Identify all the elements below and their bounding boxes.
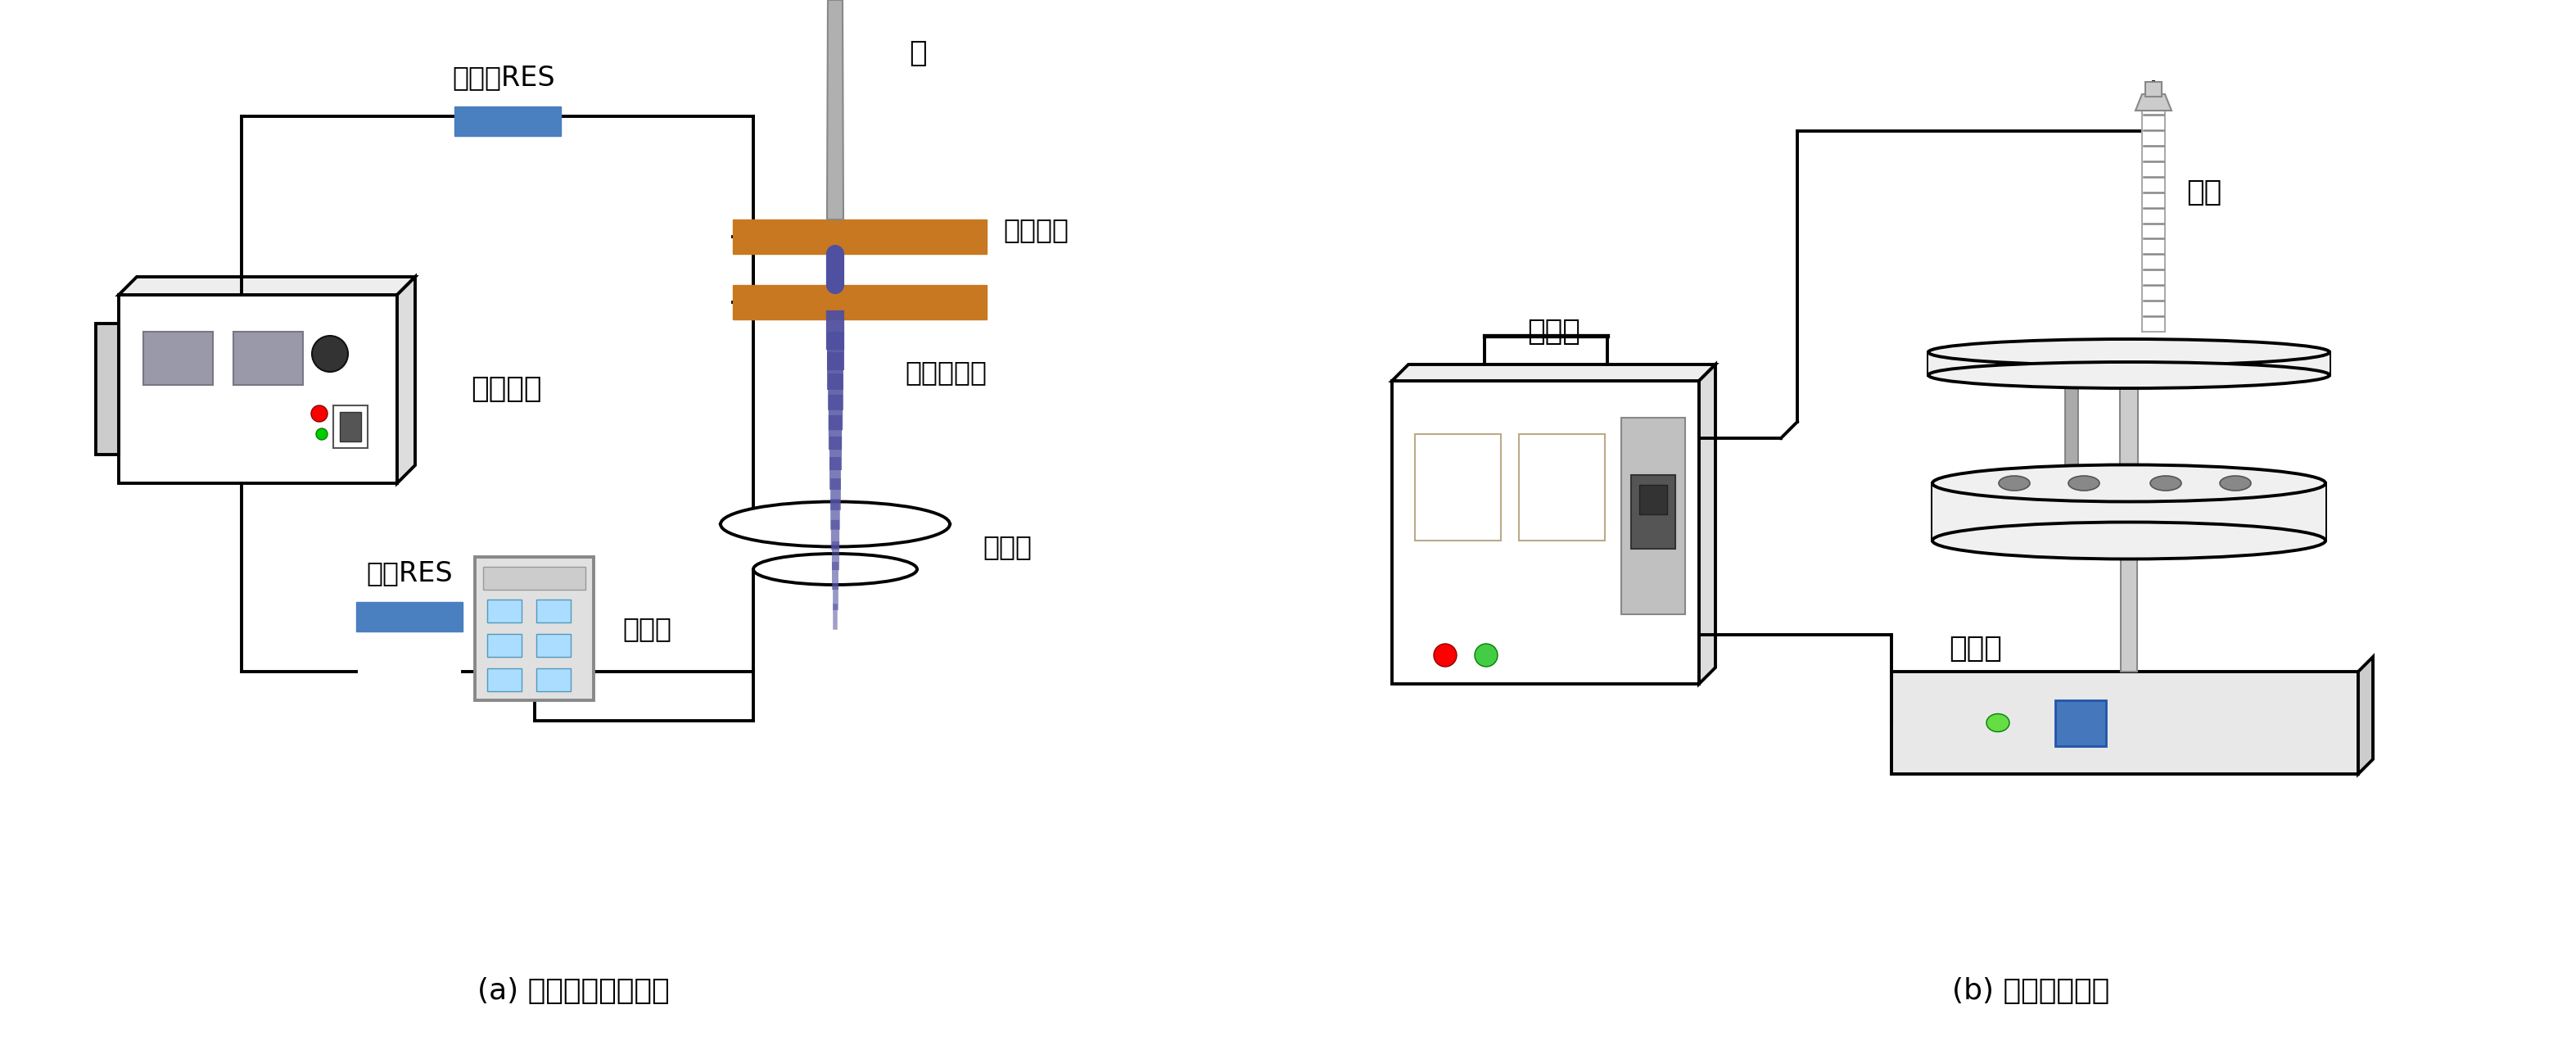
- Bar: [732, 285, 987, 320]
- Bar: [2120, 559, 2138, 671]
- Text: 反应器: 反应器: [981, 534, 1033, 561]
- Text: 稳电压源: 稳电压源: [471, 375, 541, 403]
- Text: 控制器: 控制器: [1528, 318, 1579, 346]
- Ellipse shape: [1929, 362, 2329, 388]
- Bar: [487, 634, 520, 657]
- Polygon shape: [1700, 364, 1716, 684]
- Circle shape: [312, 336, 348, 372]
- Bar: [2066, 383, 2079, 475]
- Text: 镇流器RES: 镇流器RES: [453, 65, 554, 92]
- Bar: [487, 600, 520, 623]
- Bar: [1520, 434, 1605, 540]
- Ellipse shape: [752, 554, 917, 585]
- Text: 等离子射流: 等离子射流: [904, 359, 987, 386]
- Ellipse shape: [1986, 714, 2009, 732]
- Text: 阴极循环: 阴极循环: [1002, 217, 1069, 244]
- Bar: [2056, 700, 2107, 745]
- Bar: [1929, 352, 2329, 375]
- Ellipse shape: [2221, 476, 2251, 490]
- Bar: [144, 332, 214, 385]
- Ellipse shape: [1929, 339, 2329, 365]
- Circle shape: [1435, 643, 1455, 666]
- Bar: [721, 525, 951, 569]
- Bar: [1638, 485, 1667, 514]
- Text: (b) 光化学反应仪: (b) 光化学反应仪: [1953, 977, 2110, 1005]
- Text: 针: 针: [909, 40, 927, 68]
- Ellipse shape: [1999, 476, 2030, 490]
- Polygon shape: [2357, 657, 2372, 775]
- Text: (a) 辉光放电等离子体: (a) 辉光放电等离子体: [477, 977, 670, 1005]
- Bar: [732, 220, 987, 254]
- Bar: [1631, 475, 1674, 549]
- Bar: [1932, 483, 2326, 540]
- Ellipse shape: [721, 502, 951, 547]
- Bar: [2146, 82, 2161, 97]
- Bar: [2120, 388, 2138, 487]
- Bar: [453, 106, 562, 136]
- Ellipse shape: [2151, 476, 2182, 490]
- Circle shape: [317, 428, 327, 440]
- Circle shape: [1473, 643, 1497, 666]
- Bar: [1414, 434, 1502, 540]
- Bar: [1891, 671, 2357, 775]
- Polygon shape: [2136, 94, 2172, 110]
- Polygon shape: [1391, 364, 1716, 381]
- Bar: [234, 332, 304, 385]
- Ellipse shape: [1932, 523, 2326, 559]
- Ellipse shape: [2069, 476, 2099, 490]
- Polygon shape: [827, 0, 842, 220]
- Bar: [474, 557, 592, 701]
- Bar: [484, 566, 585, 589]
- Bar: [487, 668, 520, 691]
- Polygon shape: [118, 277, 415, 295]
- Bar: [1391, 381, 1700, 684]
- Ellipse shape: [1932, 464, 2326, 502]
- Circle shape: [312, 405, 327, 422]
- Polygon shape: [397, 277, 415, 483]
- Text: 检验RES: 检验RES: [366, 560, 453, 587]
- Bar: [536, 634, 572, 657]
- Ellipse shape: [721, 502, 951, 547]
- Bar: [332, 405, 368, 448]
- Bar: [2143, 110, 2164, 332]
- Bar: [118, 295, 397, 483]
- Text: 氙灯: 氙灯: [2187, 179, 2221, 206]
- Text: 万用表: 万用表: [623, 615, 672, 642]
- Bar: [340, 412, 361, 441]
- Text: 反应器: 反应器: [1950, 635, 2002, 663]
- Bar: [536, 668, 572, 691]
- Bar: [536, 600, 572, 623]
- Bar: [355, 602, 464, 632]
- Bar: [95, 324, 118, 455]
- Bar: [1620, 417, 1685, 614]
